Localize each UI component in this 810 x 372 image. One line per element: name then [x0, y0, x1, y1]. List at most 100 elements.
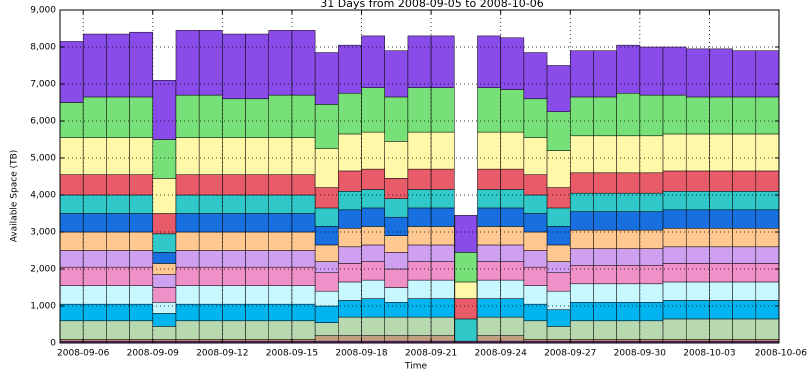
bar-segment — [361, 189, 385, 209]
bar-segment — [593, 211, 617, 231]
bar-segment — [245, 285, 269, 305]
bar-segment — [384, 268, 409, 288]
bar-segment — [106, 194, 130, 214]
bar-segment — [546, 309, 571, 327]
bar-segment — [338, 300, 362, 318]
bar-segment — [430, 244, 455, 262]
bar-segment — [152, 326, 177, 340]
bar-segment — [732, 246, 757, 264]
bar-segment — [245, 231, 269, 251]
bar-segment — [755, 209, 780, 229]
bar-segment — [430, 87, 455, 133]
bar-segment — [709, 48, 733, 98]
x-tick-label: 2008-09-30 — [614, 349, 667, 359]
bar-segment — [82, 266, 107, 286]
bar-segment — [709, 339, 733, 342]
bar-segment — [709, 96, 733, 135]
bar-segment — [291, 174, 316, 196]
bar-segment — [430, 35, 455, 88]
bar-segment — [59, 285, 84, 305]
bar-segment — [59, 174, 84, 196]
bar-segment — [59, 102, 84, 138]
bar-segment — [709, 281, 733, 301]
bar-segment — [82, 231, 107, 251]
bar-segment — [570, 302, 594, 322]
bar-segment — [384, 178, 409, 199]
bar-segment — [314, 104, 339, 149]
bar-segment — [709, 170, 733, 192]
bar-segment — [755, 281, 780, 301]
bar-segment — [198, 137, 223, 175]
bar-segment — [593, 248, 617, 266]
bar-segment — [570, 283, 594, 303]
bar-segment — [709, 246, 733, 264]
bar-segment — [639, 172, 664, 194]
bar-segment — [152, 178, 177, 214]
bar-segment — [755, 50, 780, 98]
y-tick-label: 3,000 — [30, 228, 56, 238]
bar-segment — [732, 318, 757, 340]
bar-segment — [314, 322, 339, 336]
bar-segment — [639, 46, 664, 96]
bar-segment — [291, 303, 316, 322]
bar-segment — [384, 335, 409, 342]
bar-segment — [616, 229, 641, 249]
bar-segment — [732, 96, 757, 135]
bar-segment — [570, 50, 594, 98]
bar-segment — [593, 96, 617, 137]
bar-segment — [546, 150, 571, 188]
bar-segment — [82, 213, 107, 233]
bar-segment — [129, 303, 154, 322]
bar-segment — [593, 283, 617, 303]
bar-segment — [291, 285, 316, 305]
bar-segment — [268, 303, 293, 322]
bar-segment — [314, 290, 339, 307]
bar-segment — [546, 326, 571, 340]
bar-segment — [59, 266, 84, 286]
bar-segment — [291, 339, 316, 342]
x-tick-label: 2008-09-21 — [405, 349, 457, 359]
bar-segment — [500, 189, 525, 209]
bar-segment — [755, 339, 780, 342]
bar-segment — [685, 339, 710, 342]
x-tick-label: 2008-10-06 — [755, 349, 808, 359]
bar-segment — [430, 298, 455, 318]
bar-segment — [546, 207, 571, 227]
bar-segment — [639, 265, 664, 285]
bar-segment — [291, 30, 316, 96]
bar-segment — [732, 281, 757, 301]
bar-segment — [662, 133, 687, 172]
bar-segment — [546, 65, 571, 112]
bar-segment — [338, 170, 362, 192]
bar-segment — [477, 279, 501, 299]
bar-segment — [59, 41, 84, 103]
bar-segment — [384, 316, 409, 336]
bar-segment — [338, 335, 362, 342]
bar-segment — [152, 80, 177, 140]
bar-segment — [222, 174, 246, 196]
bar-segment — [361, 35, 385, 88]
bar-segment — [662, 263, 687, 283]
bar-segment — [245, 266, 269, 286]
bar-segment — [384, 96, 409, 142]
bar-segment — [222, 231, 246, 251]
bar-segment — [82, 303, 107, 322]
bar-segment — [570, 229, 594, 249]
bar-segment — [384, 50, 409, 98]
bar-segment — [500, 316, 525, 336]
bar-segment — [82, 33, 107, 98]
bar-segment — [106, 339, 130, 342]
bar-segment — [639, 339, 664, 342]
bar-segment — [430, 207, 455, 227]
bar-segment — [129, 96, 154, 138]
bar-segment — [129, 194, 154, 214]
bar-segment — [175, 30, 200, 96]
bar-segment — [152, 274, 177, 288]
bar-segment — [732, 170, 757, 192]
bar-segment — [500, 244, 525, 262]
bar-segment — [523, 285, 548, 305]
bar-segment — [477, 261, 501, 281]
plot-frame — [59, 9, 780, 344]
bar-segment — [500, 226, 525, 246]
bar-segment — [198, 94, 223, 138]
